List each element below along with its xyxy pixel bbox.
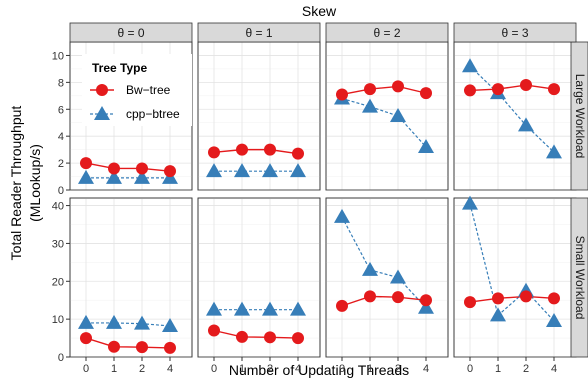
bw-tree-point bbox=[492, 292, 504, 304]
bw-tree-point bbox=[108, 341, 120, 353]
bw-tree-point bbox=[264, 144, 276, 156]
bw-tree-point bbox=[464, 296, 476, 308]
x-tick-label: 1 bbox=[367, 363, 373, 375]
x-tick-label: 2 bbox=[139, 363, 145, 375]
row-strip-label: Small Workload bbox=[573, 236, 587, 320]
bw-tree-point bbox=[208, 146, 220, 158]
bw-tree-point bbox=[364, 83, 376, 95]
chart-title: Skew bbox=[302, 3, 337, 19]
row-strip-label: Large Workload bbox=[573, 74, 587, 159]
y-tick-label: 30 bbox=[52, 238, 64, 250]
bw-tree-point bbox=[520, 290, 532, 302]
x-tick-label: 0 bbox=[211, 363, 217, 375]
column-strip-label: θ = 1 bbox=[245, 26, 272, 40]
bw-tree-point bbox=[420, 294, 432, 306]
bw-tree-point bbox=[392, 291, 404, 303]
bw-tree-point bbox=[420, 87, 432, 99]
bw-tree-point bbox=[336, 88, 348, 100]
bw-tree-point bbox=[548, 83, 560, 95]
x-tick-label: 2 bbox=[523, 363, 529, 375]
bw-tree-point bbox=[520, 79, 532, 91]
bw-tree-point bbox=[80, 332, 92, 344]
x-tick-label: 2 bbox=[267, 363, 273, 375]
y-tick-label: 10 bbox=[52, 50, 64, 62]
y-axis-title-line-1: Total Reader Throughput bbox=[8, 106, 24, 261]
bw-tree-point bbox=[336, 300, 348, 312]
x-tick-label: 0 bbox=[339, 363, 345, 375]
legend-key-circle bbox=[96, 84, 108, 96]
x-axis-title: Number of Updating Threads bbox=[229, 362, 409, 378]
x-tick-label: 0 bbox=[83, 363, 89, 375]
x-tick-label: 4 bbox=[551, 363, 557, 375]
bw-tree-point bbox=[136, 162, 148, 174]
bw-tree-point bbox=[108, 162, 120, 174]
bw-tree-point bbox=[164, 165, 176, 177]
y-tick-label: 10 bbox=[52, 314, 64, 326]
y-tick-label: 4 bbox=[58, 131, 64, 143]
legend-label: Bw−tree bbox=[126, 83, 171, 97]
column-strip-label: θ = 0 bbox=[117, 26, 144, 40]
bw-tree-point bbox=[80, 157, 92, 169]
bw-tree-point bbox=[392, 80, 404, 92]
y-tick-label: 0 bbox=[58, 185, 64, 197]
bw-tree-point bbox=[236, 144, 248, 156]
bw-tree-point bbox=[236, 331, 248, 343]
y-tick-label: 0 bbox=[58, 352, 64, 364]
x-tick-label: 1 bbox=[111, 363, 117, 375]
x-tick-label: 2 bbox=[395, 363, 401, 375]
bw-tree-point bbox=[136, 341, 148, 353]
bw-tree-point bbox=[208, 325, 220, 337]
x-tick-label: 1 bbox=[495, 363, 501, 375]
legend-label: cpp−btree bbox=[126, 107, 180, 121]
bw-tree-point bbox=[264, 331, 276, 343]
y-tick-label: 6 bbox=[58, 104, 64, 116]
bw-tree-point bbox=[292, 332, 304, 344]
y-axis-title-line-2: (MLookup/s) bbox=[27, 144, 43, 222]
y-tick-label: 20 bbox=[52, 276, 64, 288]
bw-tree-point bbox=[464, 84, 476, 96]
panel-background bbox=[454, 198, 576, 357]
y-tick-label: 8 bbox=[58, 77, 64, 89]
bw-tree-point bbox=[292, 148, 304, 160]
x-tick-label: 1 bbox=[239, 363, 245, 375]
bw-tree-point bbox=[164, 342, 176, 354]
legend: Tree Type Bw−tree cpp−btree bbox=[82, 54, 192, 126]
bw-tree-point bbox=[548, 292, 560, 304]
x-tick-label: 4 bbox=[423, 363, 429, 375]
x-tick-label: 4 bbox=[295, 363, 301, 375]
bw-tree-point bbox=[364, 290, 376, 302]
y-tick-label: 2 bbox=[58, 158, 64, 170]
legend-title: Tree Type bbox=[92, 61, 147, 75]
x-tick-label: 0 bbox=[467, 363, 473, 375]
y-tick-label: 40 bbox=[52, 201, 64, 213]
bw-tree-point bbox=[492, 83, 504, 95]
column-strip-label: θ = 3 bbox=[501, 26, 528, 40]
panel-background bbox=[326, 42, 448, 190]
column-strip-label: θ = 2 bbox=[373, 26, 400, 40]
x-tick-label: 4 bbox=[167, 363, 173, 375]
